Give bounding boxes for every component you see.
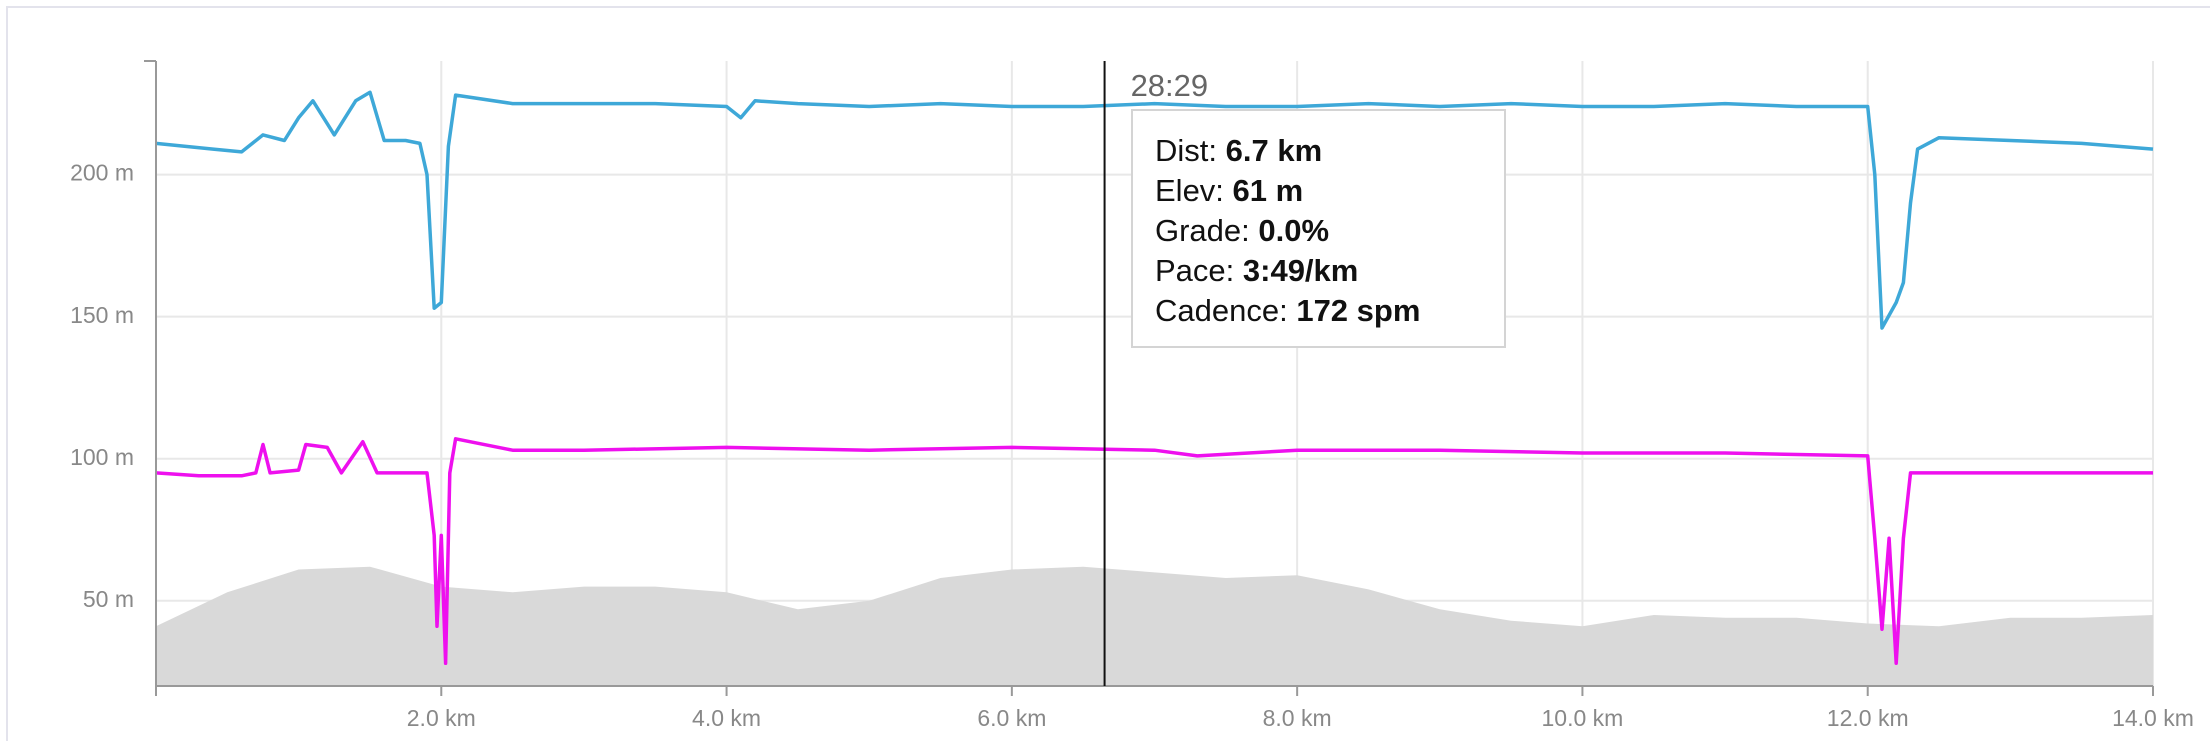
series-line bbox=[155, 437, 2153, 666]
x-tick-label: 6.0 km bbox=[977, 705, 1046, 731]
tooltip-value: 0.0% bbox=[1258, 213, 1329, 248]
x-tick-label: 10.0 km bbox=[1542, 705, 1624, 731]
tooltip-value: 61 m bbox=[1233, 173, 1304, 208]
tooltip-row: Dist: 6.7 km bbox=[1155, 133, 1322, 168]
tooltip-value: 172 spm bbox=[1296, 293, 1420, 328]
y-tick-label: 50 m bbox=[83, 586, 134, 612]
x-tick-label: 8.0 km bbox=[1263, 705, 1332, 731]
tooltip-label: Dist: bbox=[1155, 133, 1226, 168]
x-tick-label: 4.0 km bbox=[692, 705, 761, 731]
y-tick-label: 100 m bbox=[70, 444, 134, 470]
x-tick-label: 12.0 km bbox=[1827, 705, 1909, 731]
cursor-time: 28:29 bbox=[1131, 68, 1209, 103]
x-tick-label: 2.0 km bbox=[407, 705, 476, 731]
y-tick-label: 150 m bbox=[70, 302, 134, 328]
tooltip-row: Elev: 61 m bbox=[1155, 173, 1303, 208]
tooltip-value: 6.7 km bbox=[1226, 133, 1323, 168]
tooltip-row: Pace: 3:49/km bbox=[1155, 253, 1358, 288]
tooltip-label: Grade: bbox=[1155, 213, 1258, 248]
tooltip-row: Cadence: 172 spm bbox=[1155, 293, 1420, 328]
x-tick-label: 14.0 km bbox=[2112, 705, 2194, 731]
series-line bbox=[155, 90, 2154, 330]
frame bbox=[6, 6, 2210, 741]
tooltip-label: Pace: bbox=[1155, 253, 1243, 288]
tooltip-label: Elev: bbox=[1155, 173, 1233, 208]
tooltip-label: Cadence: bbox=[1155, 293, 1296, 328]
elevation-area bbox=[156, 566, 2153, 686]
tooltip-value: 3:49/km bbox=[1243, 253, 1358, 288]
tooltip-row: Grade: 0.0% bbox=[1155, 213, 1329, 248]
tooltip-box bbox=[1131, 109, 1506, 348]
y-tick-label: 200 m bbox=[70, 160, 134, 186]
